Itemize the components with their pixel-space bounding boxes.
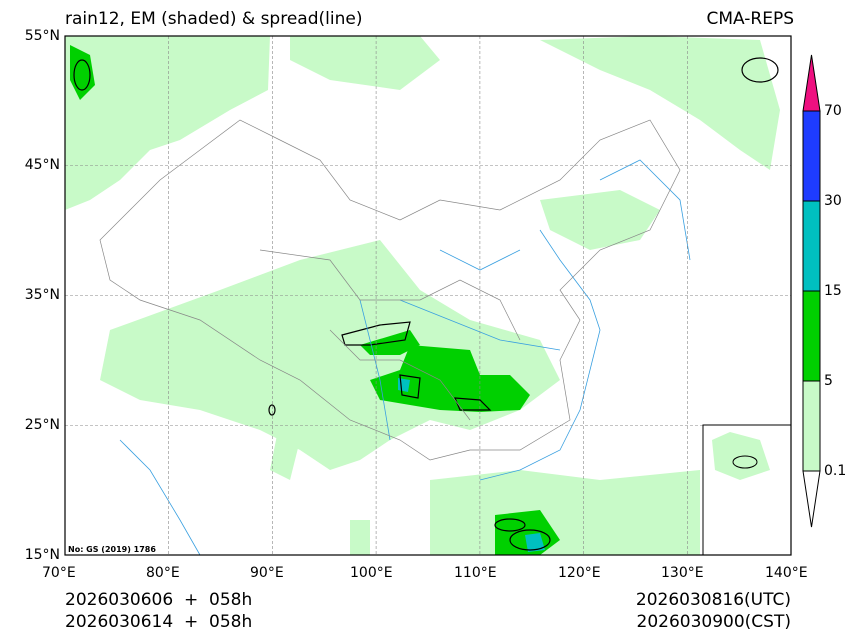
colorbar-label: 0.1 <box>824 463 847 479</box>
province-borders <box>99 119 681 461</box>
lat-tick: 55°N <box>24 28 60 44</box>
spread-contours <box>73 57 779 551</box>
init-time-cst: 2026030614 + 058h <box>65 612 253 632</box>
valid-time-utc: 2026030816(UTC) <box>635 590 791 610</box>
colorbar-bin-5-15 <box>802 290 821 382</box>
colorbar-under <box>802 470 821 528</box>
colorbar-label: 5 <box>824 373 833 389</box>
colorbar-label: 70 <box>824 103 842 119</box>
rivers-and-coastlines <box>119 159 691 556</box>
colorbar-over <box>802 54 821 112</box>
map-approval-note: No: GS (2019) 1786 <box>68 545 156 554</box>
gridlines <box>65 36 791 555</box>
lon-tick: 70°E <box>42 565 76 581</box>
lat-tick: 15°N <box>24 547 60 563</box>
lat-tick: 25°N <box>24 417 60 433</box>
plot-title: rain12, EM (shaded) & spread(line) <box>65 9 363 29</box>
lon-tick: 140°E <box>765 565 808 581</box>
lon-tick: 80°E <box>146 565 180 581</box>
init-time-utc: 2026030606 + 058h <box>65 590 253 610</box>
lat-tick: 35°N <box>24 287 60 303</box>
rain-shading-light <box>65 36 780 555</box>
colorbar-label: 30 <box>824 193 842 209</box>
lon-tick: 100°E <box>350 565 393 581</box>
south-china-sea-inset <box>702 424 792 556</box>
map-frame <box>64 35 792 556</box>
valid-time-cst: 2026030900(CST) <box>636 612 791 632</box>
colorbar-label: 15 <box>824 283 842 299</box>
lon-tick: 90°E <box>250 565 284 581</box>
colorbar-bin-0.1-5 <box>802 380 821 472</box>
lon-tick: 110°E <box>454 565 497 581</box>
lat-tick: 45°N <box>24 157 60 173</box>
lon-tick: 130°E <box>661 565 704 581</box>
colorbar-bin-30-70 <box>802 110 821 202</box>
lon-tick: 120°E <box>558 565 601 581</box>
colorbar-bin-15-30 <box>802 200 821 292</box>
colorbar <box>802 54 821 528</box>
model-name: CMA-REPS <box>706 9 794 29</box>
